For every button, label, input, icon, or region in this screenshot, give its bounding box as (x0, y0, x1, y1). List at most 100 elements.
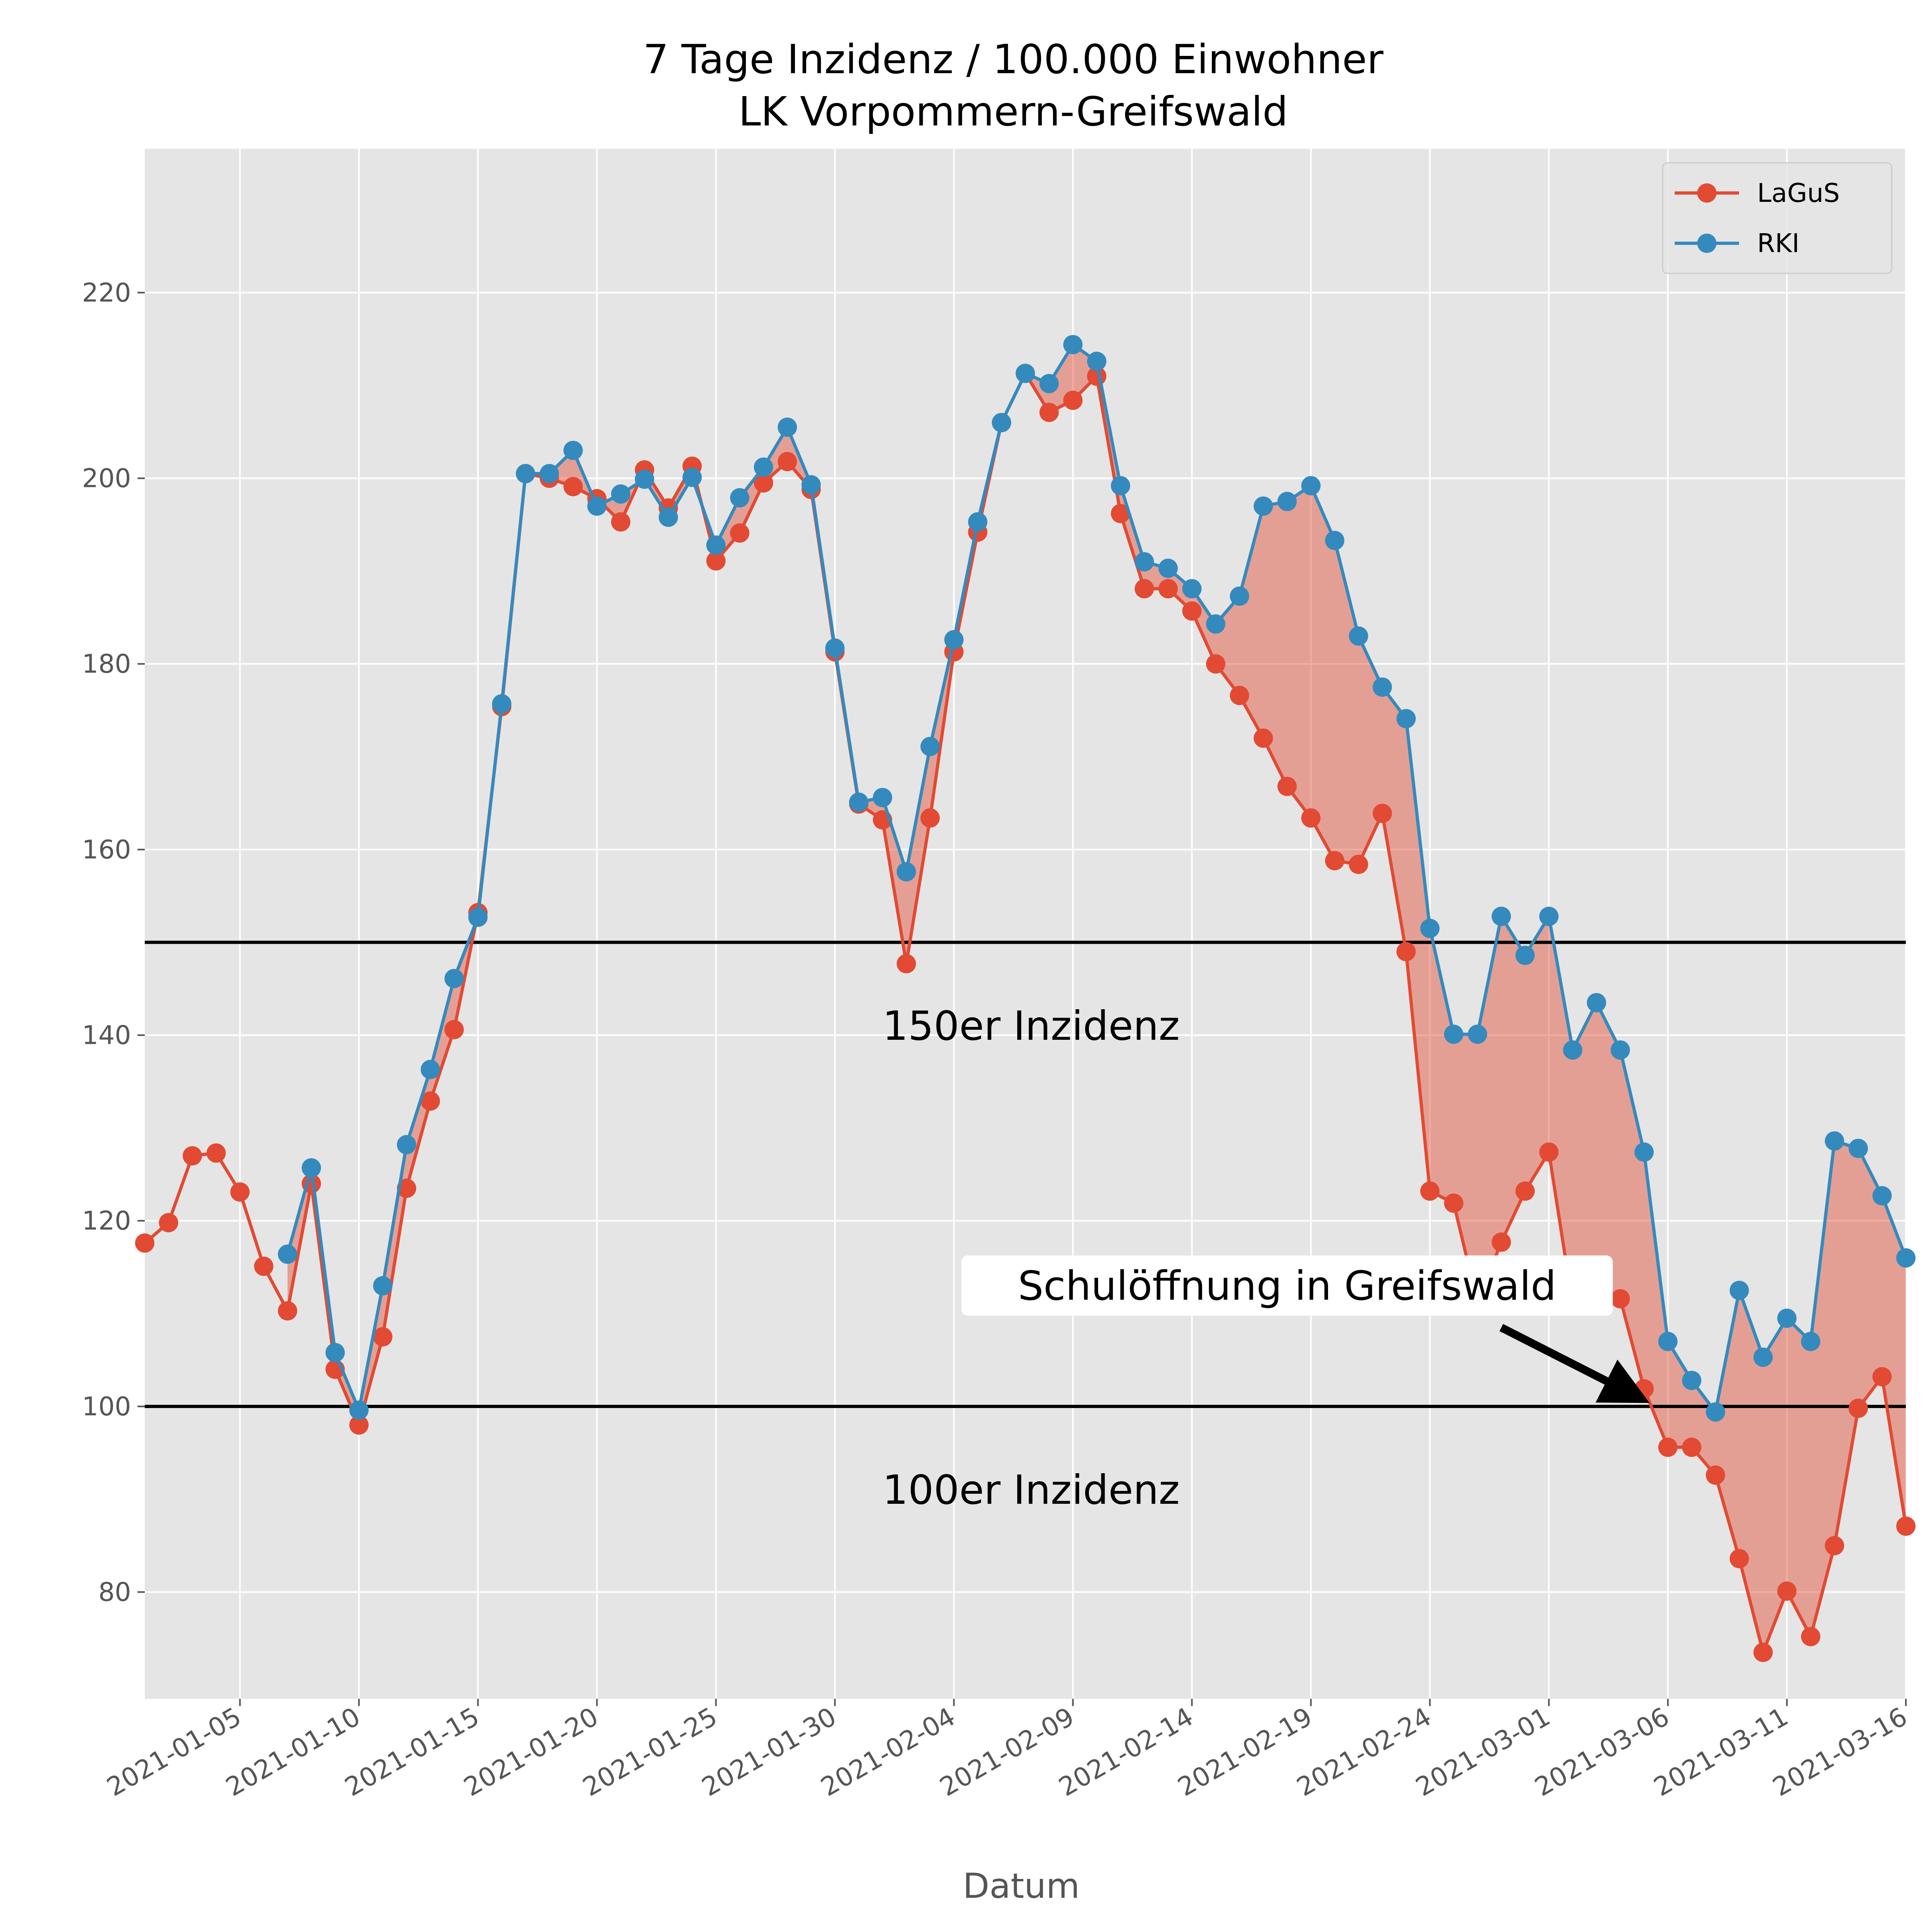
data-point-rki (302, 1158, 321, 1178)
data-point-lagus (206, 1143, 226, 1163)
data-point-lagus (706, 551, 726, 571)
y-tick-label: 80 (99, 1578, 131, 1608)
data-point-rki (1039, 374, 1059, 394)
data-point-rki (1634, 1142, 1654, 1162)
data-point-lagus (1253, 728, 1273, 748)
data-point-lagus (1063, 390, 1083, 410)
data-point-lagus (159, 1213, 179, 1232)
y-tick-label: 180 (82, 649, 131, 679)
data-point-lagus (1301, 808, 1321, 828)
y-tick-label: 100 (82, 1392, 131, 1422)
data-point-rki (1134, 552, 1154, 572)
data-point-lagus (1444, 1193, 1464, 1213)
data-point-lagus (1420, 1181, 1440, 1201)
data-point-lagus (1277, 776, 1297, 796)
data-point-lagus (1729, 1549, 1749, 1569)
chart-title: 7 Tage Inzidenz / 100.000 Einwohner (643, 36, 1384, 83)
annotation-layer: Schulöffnung in Greifswald (961, 1255, 1650, 1403)
data-point-lagus (135, 1233, 154, 1253)
data-point-rki (778, 417, 797, 437)
data-point-rki (325, 1343, 345, 1362)
data-point-rki (492, 694, 511, 714)
data-point-lagus (1372, 803, 1392, 823)
threshold-label-100: 100er Inzidenz (883, 1466, 1180, 1513)
data-point-lagus (1325, 851, 1345, 871)
data-point-rki (1753, 1347, 1773, 1367)
y-tick-label: 200 (82, 464, 131, 493)
data-point-rki (1158, 558, 1178, 578)
annotation-text: Schulöffnung in Greifswald (1018, 1262, 1556, 1309)
data-point-rki (849, 793, 868, 812)
data-point-rki (1277, 492, 1297, 511)
data-point-lagus (1539, 1142, 1559, 1162)
data-point-lagus (778, 452, 797, 471)
legend-box (1662, 162, 1893, 274)
data-point-rki (1896, 1248, 1916, 1268)
data-point-rki (1206, 614, 1226, 634)
data-point-rki (1372, 677, 1392, 697)
fill-between-area (287, 345, 1906, 1653)
data-point-rki (1063, 335, 1083, 355)
data-point-rki (1610, 1040, 1630, 1060)
data-point-lagus (1872, 1367, 1892, 1386)
data-point-rki (968, 512, 988, 532)
data-point-rki (1872, 1186, 1892, 1205)
data-point-rki (587, 496, 607, 516)
data-point-lagus (349, 1415, 369, 1435)
data-point-rki (1420, 919, 1440, 938)
data-point-rki (540, 464, 559, 483)
data-point-lagus (1515, 1181, 1535, 1201)
data-point-lagus (1896, 1516, 1916, 1536)
data-point-lagus (254, 1257, 273, 1276)
data-point-rki (611, 484, 630, 504)
data-point-rki (730, 488, 749, 507)
data-point-lagus (1682, 1437, 1702, 1457)
data-point-rki (516, 464, 536, 483)
legend-label-lagus: LaGuS (1757, 179, 1840, 208)
data-point-rki (1801, 1332, 1821, 1351)
data-point-rki (944, 630, 964, 650)
data-point-rki (1539, 907, 1559, 926)
data-point-rki (278, 1244, 298, 1264)
data-point-rki (1016, 363, 1035, 383)
data-point-lagus (1753, 1643, 1773, 1662)
series-layer (135, 335, 1916, 1662)
data-point-lagus (1825, 1536, 1844, 1556)
data-point-lagus (373, 1327, 392, 1347)
data-point-rki (897, 862, 916, 882)
data-point-rki (659, 507, 678, 527)
annotation-arrow (1499, 1324, 1650, 1403)
data-point-rki (1301, 476, 1321, 495)
data-point-rki (1396, 709, 1416, 729)
data-point-rki (1468, 1025, 1487, 1044)
data-point-rki (1825, 1131, 1844, 1151)
data-point-rki (1087, 351, 1107, 371)
data-point-rki (1444, 1025, 1464, 1044)
data-point-rki (468, 907, 488, 927)
data-point-lagus (278, 1301, 298, 1321)
y-tick-label: 120 (82, 1206, 131, 1236)
data-point-lagus (397, 1178, 417, 1198)
data-point-lagus (421, 1091, 440, 1111)
data-point-rki (1706, 1402, 1725, 1422)
y-tick-label: 140 (82, 1021, 131, 1051)
data-point-rki (1658, 1332, 1678, 1351)
series-rki (278, 335, 1916, 1422)
data-point-lagus (1111, 504, 1130, 524)
data-point-rki (563, 441, 583, 460)
data-point-lagus (1230, 686, 1249, 705)
data-point-rki (1491, 907, 1511, 926)
data-point-rki (801, 475, 821, 495)
threshold-lines: 150er Inzidenz 100er Inzidenz (145, 940, 1906, 1513)
plot-background (145, 149, 1906, 1699)
data-point-rki (373, 1276, 392, 1296)
data-point-rki (992, 413, 1011, 432)
data-point-rki (1253, 496, 1273, 516)
data-point-lagus (1706, 1465, 1725, 1485)
data-point-rki (444, 969, 464, 988)
data-point-rki (1111, 476, 1130, 495)
annotation-box (961, 1255, 1613, 1316)
x-axis-label: Datum (963, 1866, 1080, 1906)
data-point-lagus (1610, 1289, 1630, 1309)
